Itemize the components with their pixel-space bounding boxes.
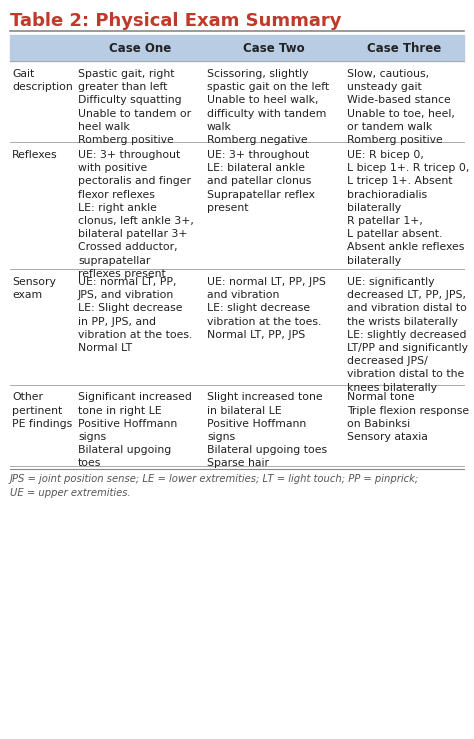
Text: Normal tone
Triple flexion response
on Babinksi
Sensory ataxia: Normal tone Triple flexion response on B… xyxy=(347,392,469,442)
Text: Gait
description: Gait description xyxy=(12,69,73,92)
Text: UE: 3+ throughout
LE: bilateral ankle
and patellar clonus
Suprapatellar reflex
p: UE: 3+ throughout LE: bilateral ankle an… xyxy=(207,150,315,213)
Text: Table 2: Physical Exam Summary: Table 2: Physical Exam Summary xyxy=(10,12,341,30)
Text: Slow, cautious,
unsteady gait
Wide-based stance
Unable to toe, heel,
or tandem w: Slow, cautious, unsteady gait Wide-based… xyxy=(347,69,455,145)
Text: Sensory
exam: Sensory exam xyxy=(12,277,56,300)
Text: UE: normal LT, PP, JPS
and vibration
LE: slight decrease
vibration at the toes.
: UE: normal LT, PP, JPS and vibration LE:… xyxy=(207,277,326,340)
Text: Case Three: Case Three xyxy=(367,41,441,55)
Text: Slight increased tone
in bilateral LE
Positive Hoffmann
signs
Bilateral upgoing : Slight increased tone in bilateral LE Po… xyxy=(207,392,327,469)
Text: Scissoring, slightly
spastic gait on the left
Unable to heel walk,
difficulty wi: Scissoring, slightly spastic gait on the… xyxy=(207,69,329,145)
Text: Case Two: Case Two xyxy=(243,41,305,55)
Text: UE: normal LT, PP,
JPS, and vibration
LE: Slight decrease
in PP, JPS, and
vibrat: UE: normal LT, PP, JPS, and vibration LE… xyxy=(78,277,192,353)
Text: Significant increased
tone in right LE
Positive Hoffmann
signs
Bilateral upgoing: Significant increased tone in right LE P… xyxy=(78,392,192,469)
Text: UE: significantly
decreased LT, PP, JPS,
and vibration distal to
the wrists bila: UE: significantly decreased LT, PP, JPS,… xyxy=(347,277,468,392)
Text: JPS = joint position sense; LE = lower extremities; LT = light touch; PP = pinpr: JPS = joint position sense; LE = lower e… xyxy=(10,474,419,499)
Text: Other
pertinent
PE findings: Other pertinent PE findings xyxy=(12,392,72,429)
Text: Spastic gait, right
greater than left
Difficulty squatting
Unable to tandem or
h: Spastic gait, right greater than left Di… xyxy=(78,69,191,145)
Text: Reflexes: Reflexes xyxy=(12,150,58,160)
Text: Case One: Case One xyxy=(109,41,171,55)
Text: UE: R bicep 0,
L bicep 1+. R tricep 0,
L tricep 1+. Absent
brachioradialis
bilat: UE: R bicep 0, L bicep 1+. R tricep 0, L… xyxy=(347,150,469,265)
Text: UE: 3+ throughout
with positive
pectoralis and finger
flexor reflexes
LE: right : UE: 3+ throughout with positive pectoral… xyxy=(78,150,194,279)
Bar xyxy=(10,35,464,61)
